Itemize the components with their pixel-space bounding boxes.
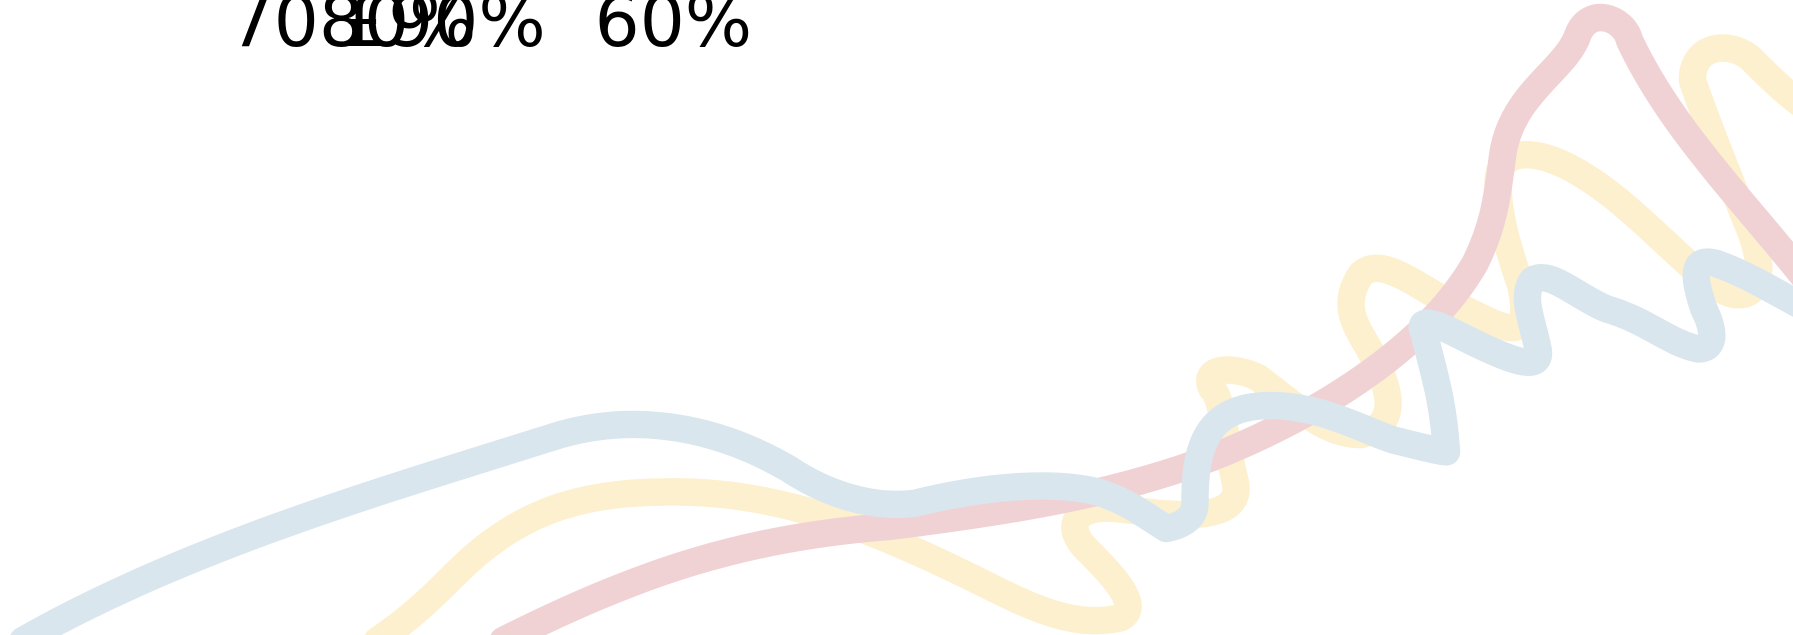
headline-text: 60% xyxy=(595,0,753,63)
headline-text: 7080% xyxy=(229,0,477,63)
pink-squiggle xyxy=(490,3,1793,635)
headline: 7080% £90% 60% xyxy=(229,0,752,63)
headline-text: £90% xyxy=(343,0,546,63)
yellow-squiggle xyxy=(364,34,1793,635)
blue-squiggle xyxy=(10,248,1793,635)
decoration xyxy=(10,3,1793,635)
